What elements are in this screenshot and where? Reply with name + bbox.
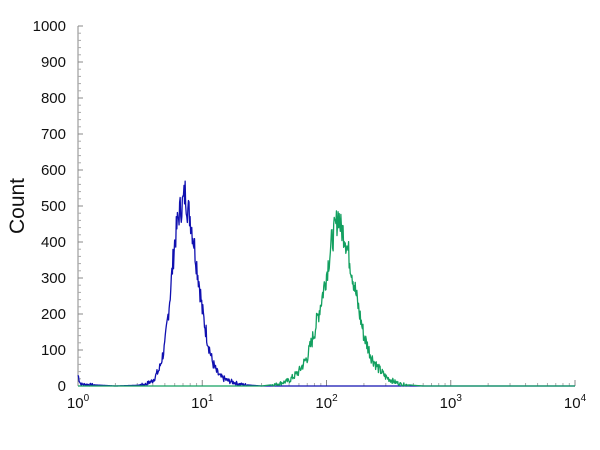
y-axis-title: Count (6, 178, 29, 234)
x-tick-exponent: 1 (208, 393, 214, 404)
y-tick-label: 500 (41, 198, 66, 215)
y-tick-label: 100 (41, 342, 66, 359)
x-tick-base: 10 (564, 395, 581, 412)
x-tick-labels: 100 101 102 103 104 (67, 380, 587, 412)
x-tick-exponent: 2 (332, 393, 338, 404)
series-layer (77, 180, 576, 387)
x-tick-base: 10 (191, 395, 208, 412)
x-tick-exponent: 0 (84, 393, 90, 404)
y-tick-label: 0 (58, 378, 66, 395)
y-tick-labels: 0 100 200 300 400 500 600 700 800 900 1000 (33, 18, 83, 395)
y-tick-label: 800 (41, 90, 66, 107)
x-tick-label: 102 (315, 393, 338, 412)
x-tick-exponent: 3 (456, 393, 462, 404)
x-tick-label: 100 (67, 393, 90, 412)
y-tick-label: 1000 (33, 18, 66, 35)
x-tick-label: 104 (564, 393, 587, 412)
series-line-2 (77, 210, 576, 387)
y-axis: 0 100 200 300 400 500 600 700 800 900 1000 Count (6, 18, 83, 395)
y-tick-label: 600 (41, 162, 66, 179)
x-tick-label: 103 (440, 393, 463, 412)
y-tick-label: 700 (41, 126, 66, 143)
x-tick-exponent: 4 (581, 393, 587, 404)
x-tick-label: 101 (191, 393, 214, 412)
x-tick-base: 10 (315, 395, 332, 412)
y-tick-label: 300 (41, 270, 66, 287)
y-tick-label: 200 (41, 306, 66, 323)
y-tick-label: 900 (41, 54, 66, 71)
x-tick-base: 10 (67, 395, 84, 412)
x-tick-base: 10 (440, 395, 457, 412)
y-tick-label: 400 (41, 234, 66, 251)
